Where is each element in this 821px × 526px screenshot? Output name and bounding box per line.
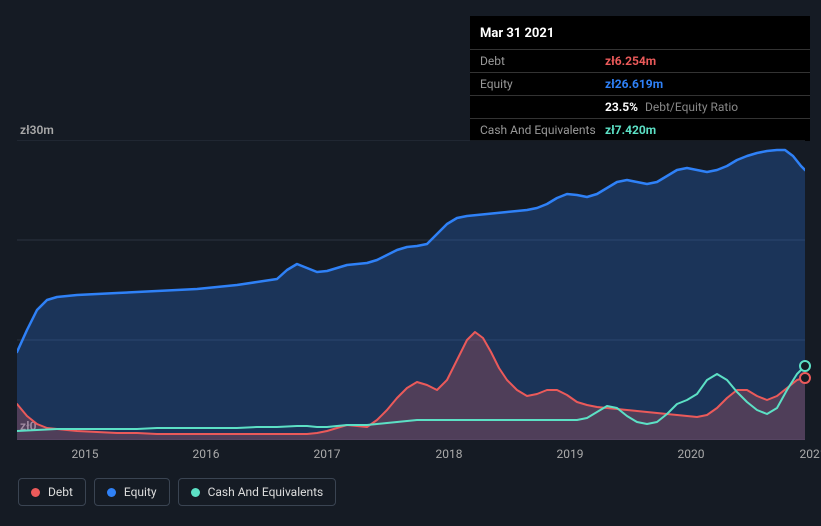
legend-label-debt: Debt: [48, 485, 73, 499]
tooltip-equity-label: Equity: [480, 77, 605, 91]
legend-item-cash[interactable]: Cash And Equivalents: [178, 478, 337, 506]
xaxis-label-2015: 2015: [72, 447, 99, 461]
tooltip-cash-value: zł7.420m: [605, 123, 656, 137]
xaxis-label-2017: 2017: [314, 447, 341, 461]
xaxis-label-2019: 2019: [557, 447, 584, 461]
plot-area[interactable]: [17, 140, 805, 440]
tooltip-debt-value: zł6.254m: [605, 54, 656, 68]
yaxis-label-max: zł30m: [20, 123, 54, 137]
debt-equity-chart: Mar 31 2021 Debt zł6.254m Equity zł26.61…: [0, 0, 821, 526]
tooltip-row-equity: Equity zł26.619m: [470, 72, 810, 95]
legend-item-equity[interactable]: Equity: [94, 478, 170, 506]
tooltip-ratio-value: 23.5%: [605, 100, 638, 114]
tooltip-debt-label: Debt: [480, 54, 605, 68]
xaxis-label-2021: 2021: [800, 447, 821, 461]
legend-item-debt[interactable]: Debt: [18, 478, 86, 506]
tooltip-ratio-spacer: [480, 100, 605, 114]
tooltip-row-debt: Debt zł6.254m: [470, 49, 810, 72]
marker-cash: [799, 360, 811, 372]
tooltip-row-ratio: 23.5% Debt/Equity Ratio: [470, 95, 810, 118]
legend-dot-debt: [31, 488, 40, 497]
xaxis-label-2020: 2020: [678, 447, 705, 461]
legend-dot-cash: [191, 488, 200, 497]
xaxis-label-2016: 2016: [193, 447, 220, 461]
legend-label-equity: Equity: [124, 485, 157, 499]
tooltip-equity-value: zł26.619m: [605, 77, 663, 91]
xaxis-label-2018: 2018: [436, 447, 463, 461]
tooltip-date: Mar 31 2021: [470, 22, 810, 49]
tooltip-cash-label: Cash And Equivalents: [480, 123, 605, 137]
tooltip-ratio-label: Debt/Equity Ratio: [645, 100, 738, 114]
chart-tooltip: Mar 31 2021 Debt zł6.254m Equity zł26.61…: [470, 16, 810, 141]
legend-dot-equity: [107, 488, 116, 497]
tooltip-ratio: 23.5% Debt/Equity Ratio: [605, 100, 738, 114]
legend-label-cash: Cash And Equivalents: [208, 485, 324, 499]
marker-debt: [799, 372, 811, 384]
tooltip-row-cash: Cash And Equivalents zł7.420m: [470, 118, 810, 141]
legend: Debt Equity Cash And Equivalents: [18, 478, 336, 506]
